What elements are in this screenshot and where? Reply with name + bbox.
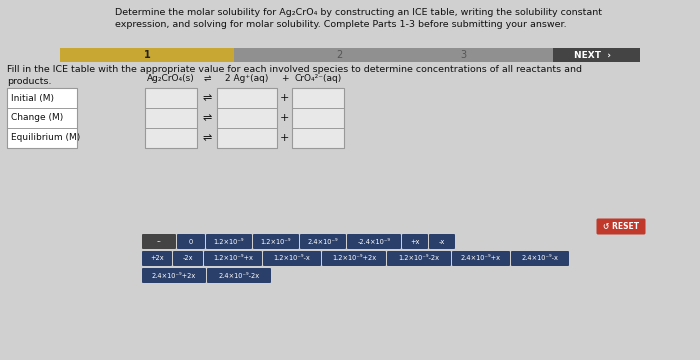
- Text: -2.4×10⁻⁹: -2.4×10⁻⁹: [358, 238, 391, 244]
- Text: 2.4×10⁻⁹-2x: 2.4×10⁻⁹-2x: [218, 273, 260, 279]
- FancyBboxPatch shape: [177, 234, 205, 249]
- Text: +: +: [280, 93, 289, 103]
- Text: 2.4×10⁻⁹+x: 2.4×10⁻⁹+x: [461, 256, 501, 261]
- Text: ↺ RESET: ↺ RESET: [603, 222, 639, 231]
- Bar: [7, 108, 77, 128]
- Text: --: --: [157, 238, 162, 244]
- Text: Initial (M): Initial (M): [11, 94, 54, 103]
- Text: 3: 3: [461, 50, 467, 60]
- Bar: [60, 48, 234, 62]
- FancyBboxPatch shape: [322, 251, 386, 266]
- FancyBboxPatch shape: [142, 268, 206, 283]
- Text: 1.2×10⁻⁹+x: 1.2×10⁻⁹+x: [213, 256, 253, 261]
- Bar: [553, 48, 640, 62]
- Text: CrO₄²⁻(aq): CrO₄²⁻(aq): [295, 74, 342, 83]
- Text: 1.2×10⁻⁹-2x: 1.2×10⁻⁹-2x: [398, 256, 440, 261]
- FancyBboxPatch shape: [452, 251, 510, 266]
- Bar: [217, 108, 277, 128]
- Text: +: +: [280, 113, 289, 123]
- Text: 2.4×10⁻⁹+2x: 2.4×10⁻⁹+2x: [152, 273, 196, 279]
- Bar: [145, 88, 197, 148]
- Bar: [60, 48, 640, 62]
- Text: Ag₂CrO₄(s): Ag₂CrO₄(s): [147, 74, 195, 83]
- Bar: [217, 88, 277, 148]
- FancyBboxPatch shape: [204, 251, 262, 266]
- Bar: [145, 128, 197, 148]
- FancyBboxPatch shape: [429, 234, 455, 249]
- Text: +: +: [281, 74, 288, 83]
- FancyBboxPatch shape: [402, 234, 428, 249]
- FancyBboxPatch shape: [142, 234, 176, 249]
- FancyBboxPatch shape: [173, 251, 203, 266]
- Text: 0: 0: [189, 238, 193, 244]
- Text: ⇌: ⇌: [203, 74, 211, 83]
- Text: 2 Ag⁺(aq): 2 Ag⁺(aq): [225, 74, 269, 83]
- Text: +x: +x: [410, 238, 420, 244]
- Bar: [292, 108, 344, 128]
- Text: 2.4×10⁻⁹: 2.4×10⁻⁹: [308, 238, 338, 244]
- Text: ⇌: ⇌: [202, 113, 211, 123]
- Bar: [145, 88, 197, 108]
- Text: 2: 2: [336, 50, 342, 60]
- Text: 1.2×10⁻⁹+2x: 1.2×10⁻⁹+2x: [332, 256, 376, 261]
- Text: Change (M): Change (M): [11, 113, 63, 122]
- Bar: [292, 88, 344, 148]
- FancyBboxPatch shape: [253, 234, 299, 249]
- FancyBboxPatch shape: [511, 251, 569, 266]
- Text: -2x: -2x: [183, 256, 193, 261]
- Text: 1.2×10⁻⁹: 1.2×10⁻⁹: [260, 238, 291, 244]
- Bar: [292, 88, 344, 108]
- Bar: [217, 88, 277, 108]
- Bar: [7, 128, 77, 148]
- Text: ⇌: ⇌: [202, 133, 211, 143]
- Text: 1.2×10⁻⁹-x: 1.2×10⁻⁹-x: [274, 256, 310, 261]
- Text: NEXT  ›: NEXT ›: [574, 50, 610, 59]
- Text: ⇌: ⇌: [202, 93, 211, 103]
- Bar: [7, 88, 77, 108]
- Bar: [292, 128, 344, 148]
- FancyBboxPatch shape: [263, 251, 321, 266]
- FancyBboxPatch shape: [300, 234, 346, 249]
- FancyBboxPatch shape: [142, 251, 172, 266]
- Text: 2.4×10⁻⁹-x: 2.4×10⁻⁹-x: [522, 256, 559, 261]
- Text: Determine the molar solubility for Ag₂CrO₄ by constructing an ICE table, writing: Determine the molar solubility for Ag₂Cr…: [115, 8, 602, 29]
- Text: 1: 1: [144, 50, 150, 60]
- FancyBboxPatch shape: [596, 219, 645, 234]
- FancyBboxPatch shape: [207, 268, 271, 283]
- Bar: [7, 88, 77, 148]
- Text: +2x: +2x: [150, 256, 164, 261]
- Text: +: +: [280, 133, 289, 143]
- Text: Equilibrium (M): Equilibrium (M): [11, 134, 80, 143]
- FancyBboxPatch shape: [347, 234, 401, 249]
- Bar: [145, 108, 197, 128]
- Text: Fill in the ICE table with the appropriate value for each involved species to de: Fill in the ICE table with the appropria…: [7, 65, 582, 86]
- FancyBboxPatch shape: [206, 234, 252, 249]
- Text: -x: -x: [439, 238, 445, 244]
- Bar: [217, 128, 277, 148]
- Text: 1.2×10⁻⁹: 1.2×10⁻⁹: [214, 238, 244, 244]
- FancyBboxPatch shape: [387, 251, 451, 266]
- Bar: [234, 48, 553, 62]
